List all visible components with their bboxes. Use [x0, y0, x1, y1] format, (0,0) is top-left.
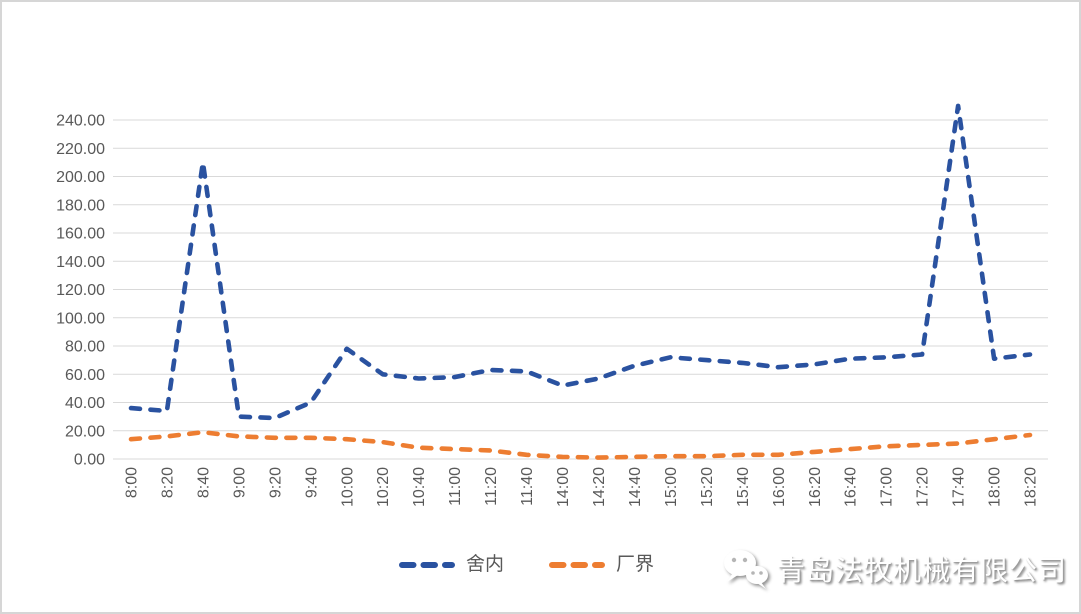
- x-axis-tick-label: 11:40: [519, 467, 536, 506]
- y-axis-tick-label: 200.00: [56, 169, 105, 186]
- x-axis-tick-label: 17:40: [951, 467, 968, 507]
- x-axis-tick-label: 11:00: [447, 467, 464, 506]
- x-axis-tick-label: 15:40: [735, 467, 752, 507]
- x-axis-tick-label: 15:00: [663, 467, 680, 507]
- y-axis-tick-label: 240.00: [56, 113, 105, 130]
- x-axis-tick-label: 16:20: [807, 467, 824, 507]
- x-axis-tick-label: 9:00: [231, 467, 248, 498]
- x-axis-tick-label: 15:20: [699, 467, 716, 507]
- x-axis-tick-label: 18:20: [1023, 467, 1040, 507]
- x-axis-tick-label: 18:00: [987, 467, 1004, 507]
- x-axis-tick-label: 16:40: [843, 467, 860, 507]
- y-axis-tick-label: 180.00: [56, 197, 105, 214]
- x-axis-tick-label: 8:00: [124, 467, 141, 498]
- y-axis-tick-label: 0.00: [74, 452, 105, 469]
- x-axis-tick-label: 8:20: [159, 467, 176, 498]
- y-axis-tick-label: 40.00: [65, 395, 105, 412]
- legend-label-shenei: 舍内: [466, 554, 505, 575]
- chart-legend: 舍内 厂界: [398, 555, 654, 574]
- x-axis-tick-label: 9:40: [303, 467, 320, 498]
- y-axis-tick-label: 160.00: [56, 226, 105, 243]
- gridlines: [113, 119, 1048, 460]
- x-axis-tick-label: 10:40: [411, 467, 428, 507]
- x-axis-tick-label: 17:20: [915, 467, 932, 507]
- x-axis-tick-label: 14:20: [591, 467, 608, 507]
- x-axis-tick-label: 10:00: [339, 467, 356, 507]
- y-axis-tick-label: 100.00: [56, 310, 105, 327]
- y-axis-tick-label: 60.00: [65, 367, 105, 384]
- y-axis-tick-label: 220.00: [56, 141, 105, 158]
- y-axis-tick-label: 80.00: [65, 339, 105, 356]
- y-axis-tick-label: 120.00: [56, 282, 105, 299]
- x-axis-labels: 8:00 8:20 8:40 9:00 9:20 9:40 10:00 10:20 10:40 1…: [124, 467, 1040, 507]
- x-axis-tick-label: 8:40: [195, 467, 212, 498]
- legend-item-changjie: 厂界: [548, 555, 654, 574]
- x-axis-tick-label: 11:20: [483, 467, 500, 506]
- x-axis-tick-label: 10:20: [375, 467, 392, 507]
- x-axis-tick-label: 14:00: [555, 467, 572, 507]
- y-axis-labels: 0.00 20.00 40.00 60.00 80.00 100.00 120.00 140.…: [56, 113, 105, 469]
- legend-swatch-shenei-dash: [399, 561, 455, 568]
- series-shenei-line: [128, 103, 1033, 421]
- legend-item-shenei: 舍内: [398, 555, 504, 574]
- x-axis-tick-label: 17:00: [879, 467, 896, 507]
- y-axis-tick-label: 140.00: [56, 254, 105, 271]
- y-axis-tick-label: 20.00: [65, 423, 105, 440]
- legend-swatch-changjie-dash: [549, 561, 606, 568]
- x-axis-tick-label: 16:00: [771, 467, 788, 507]
- x-axis-tick-label: 9:20: [267, 467, 284, 498]
- x-axis-tick-label: 14:40: [627, 467, 644, 507]
- legend-label-changjie: 厂界: [616, 554, 655, 575]
- series-changjie-line: [128, 429, 1033, 460]
